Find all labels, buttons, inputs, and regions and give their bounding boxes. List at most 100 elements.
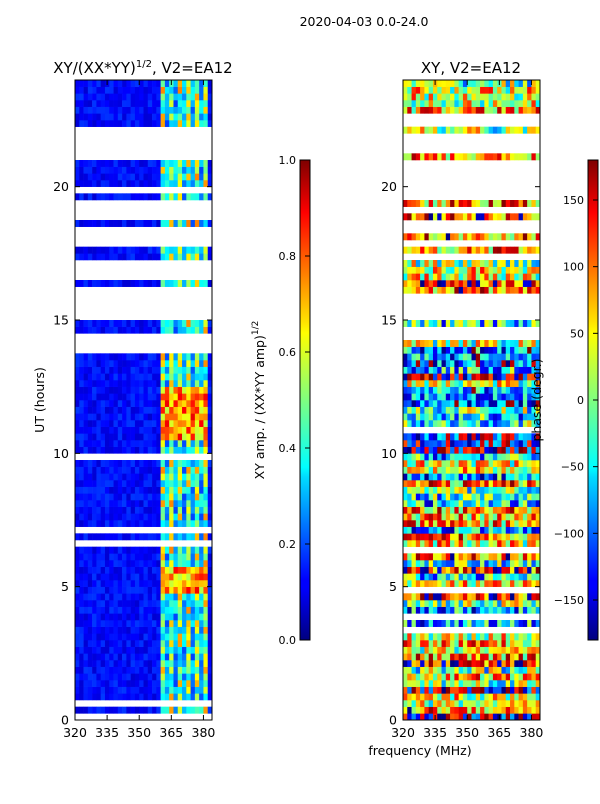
heatmap-cell (117, 553, 123, 561)
heatmap-cell (134, 640, 140, 647)
heatmap-cell (87, 393, 93, 401)
heatmap-cell (480, 260, 485, 267)
heatmap-cell (177, 573, 183, 581)
heatmap-cell (203, 93, 209, 101)
heatmap-cell (117, 366, 123, 374)
heatmap-cell (420, 286, 425, 294)
heatmap-cell (428, 93, 434, 101)
heatmap-cell (104, 100, 110, 107)
heatmap-cell (437, 320, 442, 327)
heatmap-cell (177, 80, 183, 87)
heatmap-cell (445, 633, 451, 641)
heatmap-cell (199, 626, 204, 634)
heatmap-cell (190, 486, 196, 494)
heatmap-cell (96, 326, 101, 334)
heatmap-cell (441, 86, 447, 94)
heatmap-cell (104, 600, 110, 607)
heatmap-cell (160, 680, 166, 687)
heatmap-cell (432, 493, 438, 501)
heatmap-cell (445, 713, 451, 720)
heatmap-cell (109, 673, 114, 681)
heatmap-cell (467, 553, 472, 561)
heatmap-cell (87, 480, 93, 487)
heatmap-cell (441, 506, 447, 514)
heatmap-cell (177, 413, 183, 421)
heatmap-cell (441, 460, 447, 467)
heatmap-cell (203, 320, 209, 327)
heatmap-cell (462, 580, 468, 587)
heatmap-cell (497, 640, 502, 647)
heatmap-cell (182, 80, 187, 87)
heatmap-cell (522, 593, 528, 601)
heatmap-cell (104, 166, 110, 174)
heatmap-cell (100, 473, 106, 481)
heatmap-cell (471, 413, 477, 421)
heatmap-cell (497, 446, 502, 454)
heatmap-cell (488, 700, 494, 707)
heatmap-cell (177, 93, 183, 101)
heatmap-cell (437, 593, 442, 601)
heatmap-cell (190, 320, 196, 327)
heatmap-cell (411, 473, 417, 481)
heatmap-cell (467, 706, 472, 714)
heatmap-cell (126, 680, 131, 687)
heatmap-cell (403, 660, 408, 667)
heatmap-cell (531, 673, 537, 681)
heatmap-cell (147, 606, 153, 614)
heatmap-cell (518, 506, 524, 514)
heatmap-cell (126, 486, 131, 494)
heatmap-cell (177, 633, 183, 641)
heatmap-cell (475, 373, 481, 381)
heatmap-cell (445, 260, 451, 267)
heatmap-cell (147, 493, 153, 501)
heatmap-cell (139, 673, 144, 681)
heatmap-cell (134, 566, 140, 574)
heatmap-cell (186, 620, 191, 627)
heatmap-cell (411, 633, 417, 641)
heatmap-cell (130, 413, 136, 421)
heatmap-cell (471, 693, 477, 701)
heatmap-cell (164, 193, 170, 201)
heatmap-cell (415, 260, 421, 267)
heatmap-cell (117, 120, 123, 127)
colorbar-tick-label: 50 (570, 327, 584, 340)
heatmap-cell (164, 100, 170, 107)
heatmap-cell (488, 446, 494, 454)
heatmap-cell (501, 433, 507, 441)
heatmap-cell (152, 166, 157, 174)
heatmap-cell (535, 633, 540, 641)
heatmap-cell (471, 466, 477, 474)
heatmap-cell (173, 86, 179, 94)
heatmap-cell (100, 253, 106, 261)
heatmap-cell (199, 100, 204, 107)
heatmap-cell (454, 693, 459, 701)
heatmap-cell (450, 266, 455, 274)
heatmap-cell (471, 86, 477, 94)
heatmap-cell (147, 560, 153, 567)
heatmap-cell (497, 433, 502, 441)
heatmap-cell (152, 326, 157, 334)
heatmap-cell (147, 406, 153, 414)
heatmap-cell (83, 406, 89, 414)
heatmap-cell (143, 86, 149, 94)
heatmap-cell (514, 366, 519, 374)
heatmap-cell (199, 580, 204, 587)
heatmap-cell (207, 520, 212, 527)
heatmap-cell (122, 406, 127, 414)
heatmap-cell (190, 593, 196, 601)
heatmap-cell (109, 320, 114, 327)
heatmap-cell (458, 666, 464, 674)
heatmap-cell (505, 600, 511, 607)
heatmap-cell (182, 280, 187, 287)
heatmap-cell (173, 473, 179, 481)
heatmap-cell (79, 113, 84, 121)
heatmap-cell (190, 560, 196, 567)
heatmap-cell (531, 366, 537, 374)
heatmap-cell (462, 460, 468, 467)
heatmap-cell (147, 440, 153, 447)
heatmap-cell (407, 100, 412, 107)
heatmap-cell (207, 373, 212, 381)
heatmap-cell (403, 480, 408, 487)
heatmap-cell (411, 666, 417, 674)
heatmap-cell (535, 620, 540, 627)
